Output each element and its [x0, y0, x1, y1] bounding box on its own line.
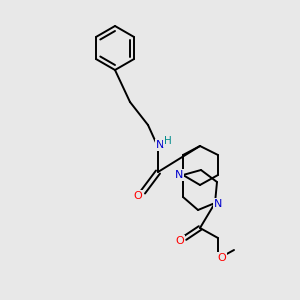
- Text: O: O: [218, 253, 226, 263]
- Text: H: H: [164, 136, 172, 146]
- Text: N: N: [214, 199, 222, 209]
- Text: O: O: [176, 236, 184, 246]
- Text: O: O: [134, 191, 142, 201]
- Text: N: N: [175, 170, 183, 180]
- Text: N: N: [156, 140, 164, 150]
